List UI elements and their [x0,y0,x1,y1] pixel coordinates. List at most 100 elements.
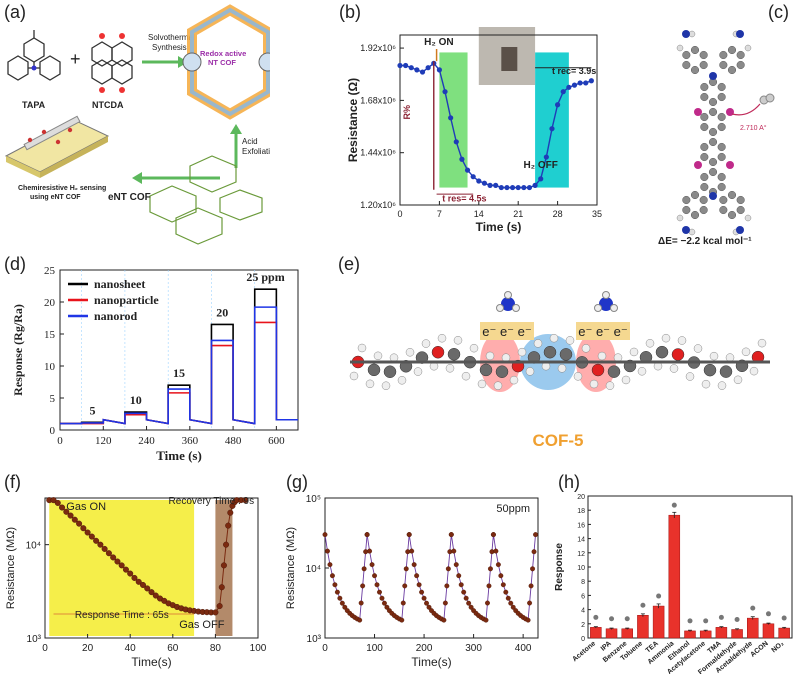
hydrogen-atom [613,353,623,362]
hydrogen-atom [701,379,711,389]
data-point [476,178,482,184]
x-tick-label: 7 [437,209,442,219]
bar-Ammonia [668,514,681,639]
data-point [508,600,514,606]
molecule-icon [671,502,677,508]
data-point [220,562,227,569]
y-tick-label: 10⁴ [306,564,321,575]
data-point [461,589,467,595]
electron-label: e⁻ e⁻ e⁻ [482,324,532,339]
carbon-atom [700,152,709,162]
data-point [367,548,373,554]
cof-synthesis-scheme: TAPA + NTCDA Solvothermal Synthesis Re [4,4,270,245]
data-point [543,154,549,160]
data-point [448,115,454,121]
carbon-atom [708,127,718,137]
hydrogen-atom [661,333,671,343]
data-point [521,184,527,191]
hydrogen-atom [373,351,383,361]
data-point [327,562,333,568]
nitrogen-atom [709,192,717,200]
nitrogen-atom [682,30,690,38]
carbon-atom [708,97,718,107]
data-point [495,562,501,568]
hydrogen-atom [397,376,407,385]
sensing-line1: Chemiresistive H₂ sensing [18,185,106,192]
panel-label-e: (e) [338,254,360,274]
data-point [526,184,533,191]
x-axis-label: Time (s) [156,448,202,463]
hydrogen-atom [717,381,727,390]
y-tick-label: 1.44x10⁶ [360,148,396,158]
redox-line2: NT COF [208,58,236,67]
data-point [409,548,415,554]
oxygen-atom [119,33,125,39]
data-point [510,604,516,610]
category-label: ACON [749,640,769,659]
carbon-atom [690,65,700,75]
carbon-atom [719,195,728,205]
distance-label: 2.710 A° [740,124,767,132]
solvothermal-label: Solvothermal Synthesis [148,33,197,52]
plot-frame [399,34,598,206]
hydrogen-atom [733,375,743,385]
carbon-atom [700,82,709,92]
data-point [227,509,234,516]
data-point [97,541,104,548]
data-point [485,600,490,606]
data-point [498,184,504,191]
carbon-atom [717,112,726,122]
response-region [439,52,468,188]
y-tick-label: 15 [44,329,56,341]
x-tick-label: 400 [515,643,532,654]
sensing-line2: using eNT COF [30,194,81,201]
hydrogen-atom [437,333,447,343]
bar-Ethanol [684,630,696,639]
data-point [555,102,561,108]
carbon-atom [717,182,726,192]
carbon-atom [719,205,728,215]
hydrogen-atom [605,381,615,390]
x-axis-label: Time (s) [476,220,522,234]
data-point [127,570,134,577]
y-tick-label: 10³ [307,634,322,645]
response-label: Response Time : 65s [75,610,169,621]
gas-off-label: Gas OFF [179,619,225,631]
data-point [399,617,405,623]
molecule-icon [593,614,599,620]
data-point [505,595,511,601]
bar-TMA [715,627,728,639]
framework-atom [655,345,669,359]
framework-atom [591,363,605,377]
data-point [337,595,343,601]
recovery-label: Recovery Time : 9s [169,496,255,507]
hydrogen-atom [421,339,431,348]
distance-arrow [731,103,761,116]
cof5-structure: e⁻ e⁻ e⁻ e⁻ e⁻ e⁻ COF-5 [349,291,770,450]
framework-atom [447,348,461,361]
bar-Benzene [621,628,633,639]
carbon-atom [727,65,737,75]
data-point [374,582,380,588]
carbon-atom [699,195,708,205]
hydrogen-atom [517,347,527,357]
hydrogen-atom [629,347,639,357]
data-point [571,82,578,88]
y-axis-label: Response [554,543,565,591]
plot-frame [587,495,793,639]
data-point [225,522,232,529]
data-point [470,174,476,180]
data-point [577,80,583,86]
x-tick-label: 600 [268,435,285,447]
data-point [372,573,377,579]
y-tick-label: 12 [577,551,585,558]
y-tick-label: 1.20x10⁶ [360,200,396,210]
panel-label-b: (b) [339,2,361,22]
data-point [486,583,492,589]
hydrogen-atom [621,375,631,385]
hydrogen-atom [645,339,655,348]
data-point [152,592,159,599]
plot-frame [59,269,299,431]
chart-b: 1.20x10⁶ 1.44x10⁶ 1.68x10⁶ 1.92x10⁶ 0 7 14 21 28… [346,27,602,234]
y-tick-label: 2 [581,622,585,629]
